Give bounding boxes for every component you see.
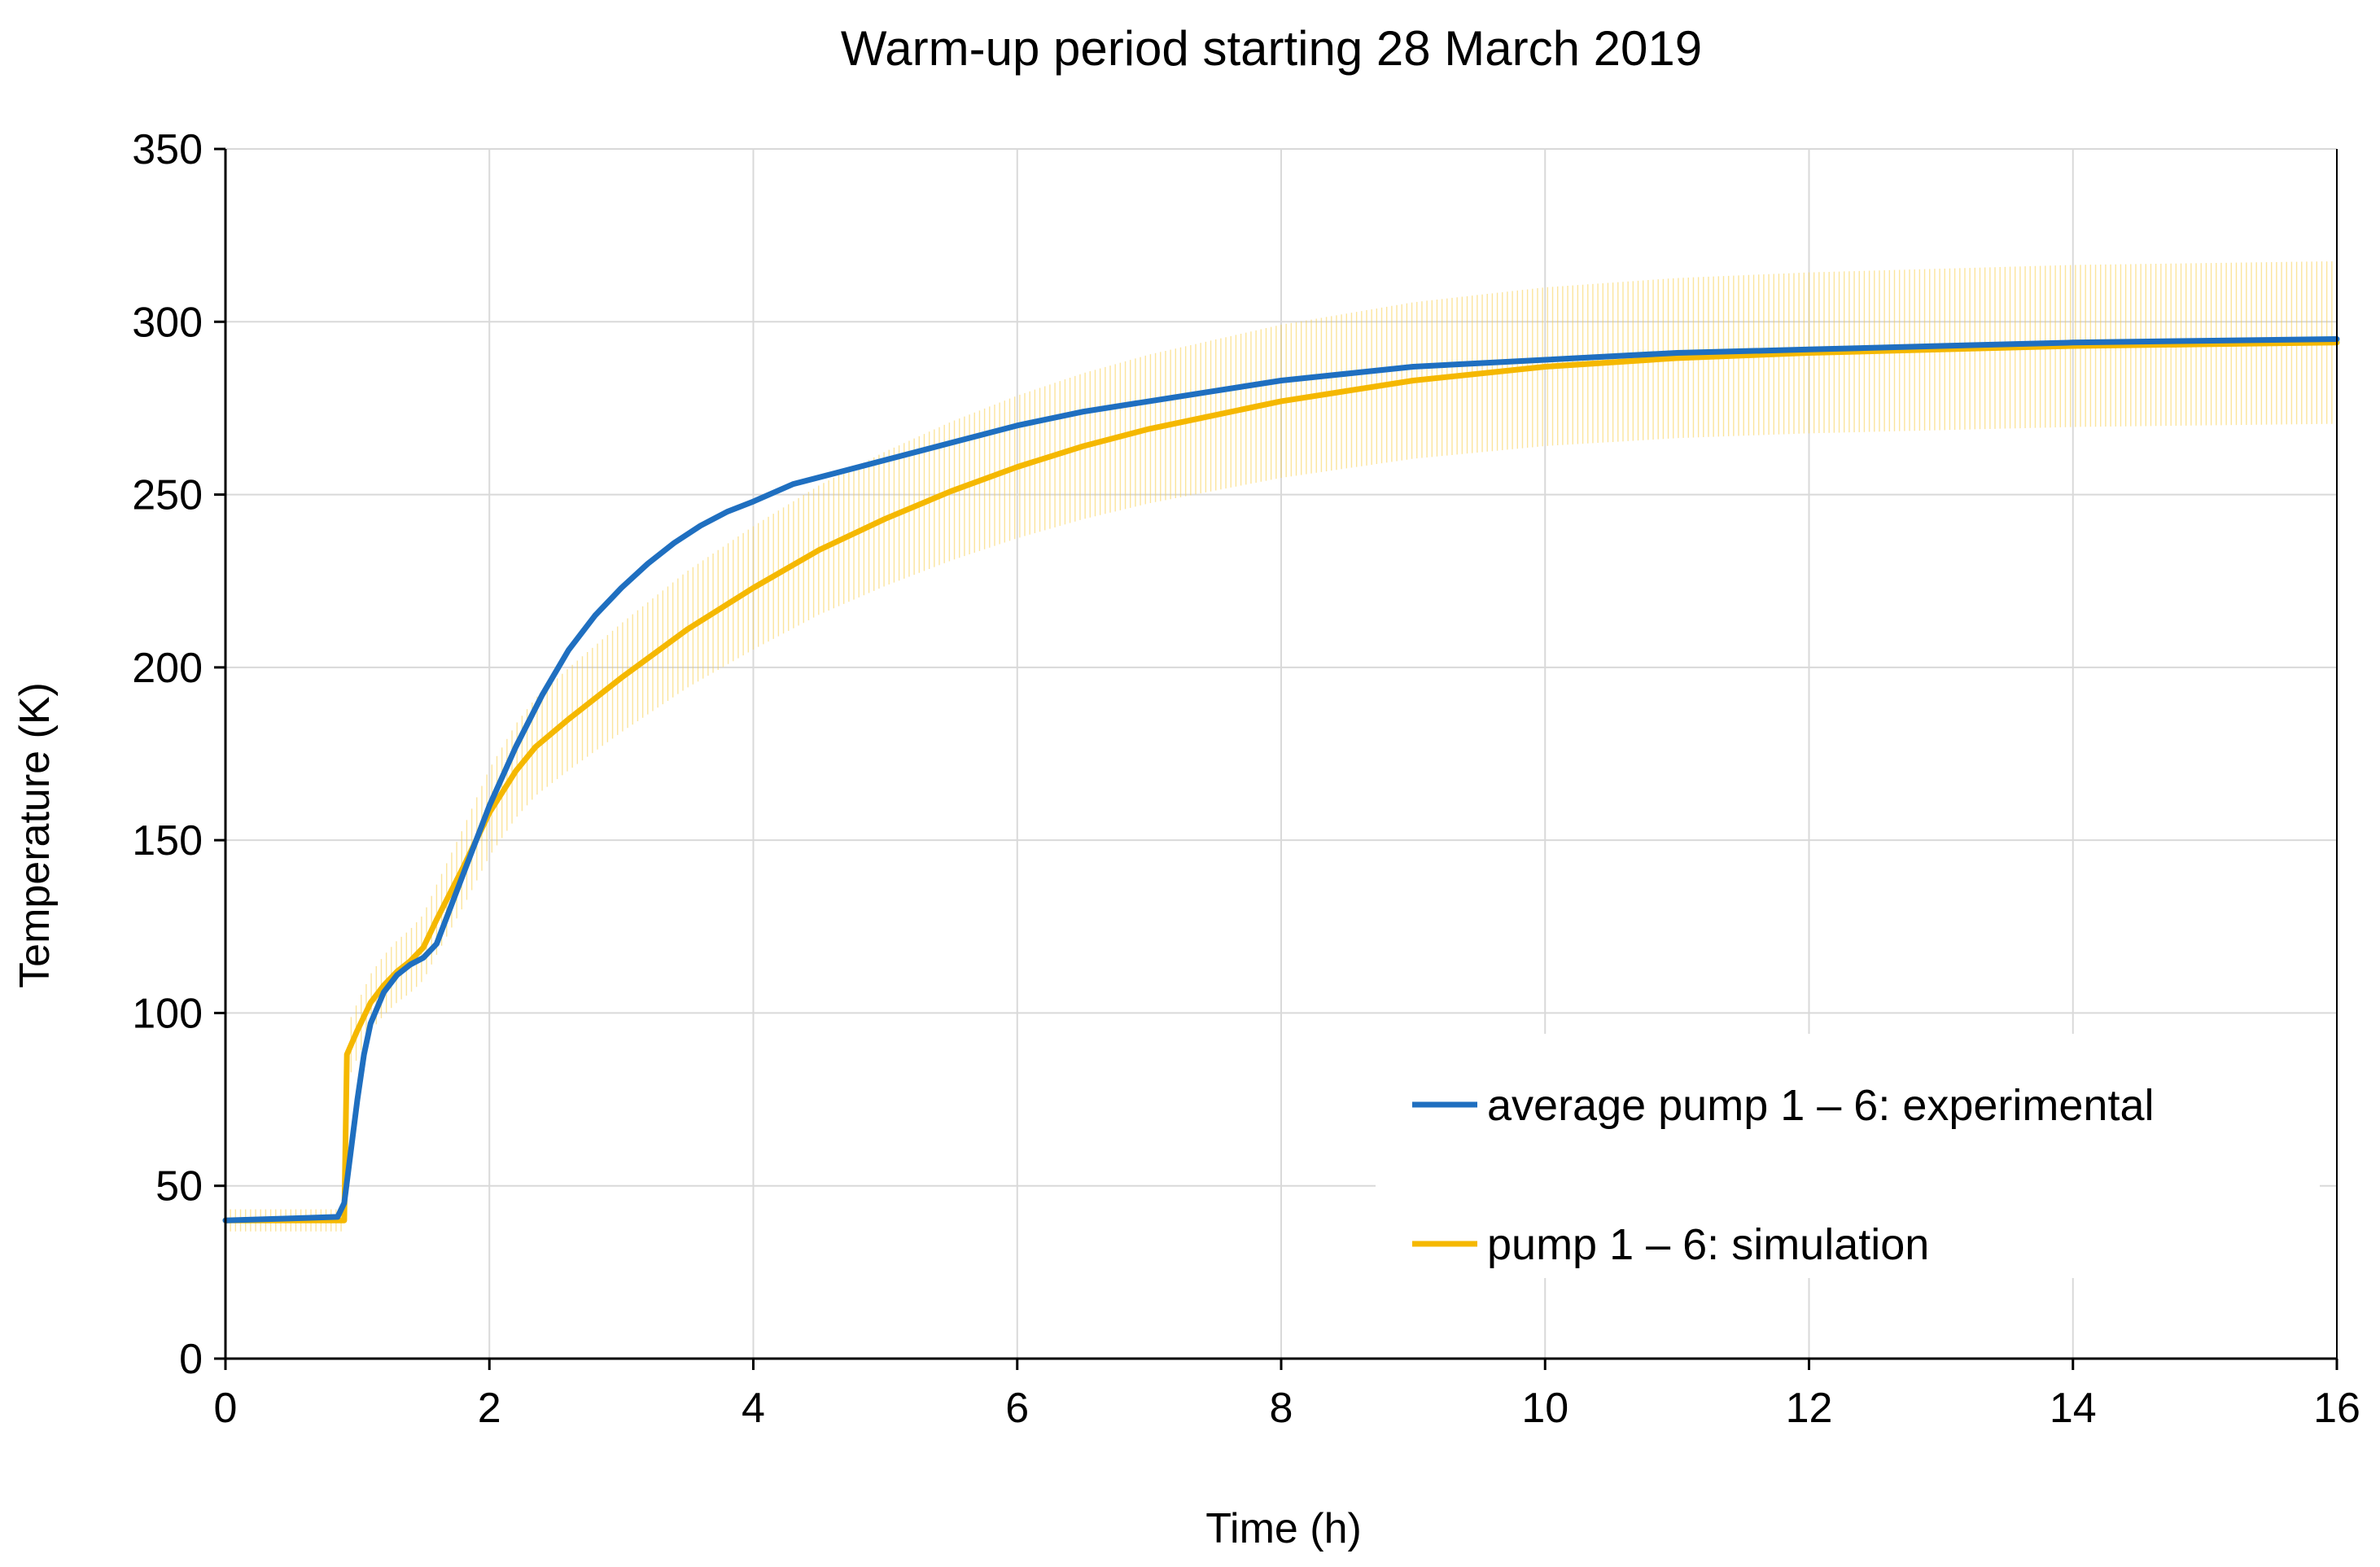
x-tick-label: 16 <box>2313 1385 2360 1432</box>
x-axis-label: Time (h) <box>1205 1505 1362 1552</box>
y-axis-label: Temperature (K) <box>11 682 59 988</box>
series-line-simulation <box>222 339 2340 1223</box>
legend-label-experimental: average pump 1 – 6: experimental <box>1487 1081 2155 1130</box>
y-tick-label: 200 <box>132 645 203 692</box>
y-tick-label: 250 <box>132 472 203 519</box>
y-tick-label: 0 <box>179 1336 203 1383</box>
x-tick-label: 4 <box>742 1385 765 1432</box>
legend-label-simulation: pump 1 – 6: simulation <box>1487 1220 1929 1269</box>
legend: average pump 1 – 6: experimental pump 1 … <box>1376 1034 2320 1278</box>
axes <box>214 147 2338 1370</box>
x-tick-label: 6 <box>1005 1385 1029 1432</box>
x-tick-label: 10 <box>1521 1385 1568 1432</box>
tick-labels: 0 2 4 6 8 10 12 14 16 0 50 100 150 200 250 300 350 <box>132 126 2360 1432</box>
y-tick-label: 150 <box>132 817 203 864</box>
series-line-experimental <box>222 336 2340 1223</box>
x-tick-label: 2 <box>478 1385 501 1432</box>
x-tick-label: 14 <box>2050 1385 2097 1432</box>
legend-box <box>1376 1034 2320 1278</box>
y-tick-label: 100 <box>132 990 203 1037</box>
y-tick-label: 350 <box>132 126 203 173</box>
x-tick-label: 8 <box>1270 1385 1293 1432</box>
chart-title: Warm-up period starting 28 March 2019 <box>841 21 1702 76</box>
y-tick-label: 50 <box>155 1163 203 1210</box>
x-tick-label: 0 <box>214 1385 238 1432</box>
series-lines <box>222 336 2340 1223</box>
x-tick-label: 12 <box>1786 1385 1833 1432</box>
y-tick-label: 300 <box>132 299 203 346</box>
